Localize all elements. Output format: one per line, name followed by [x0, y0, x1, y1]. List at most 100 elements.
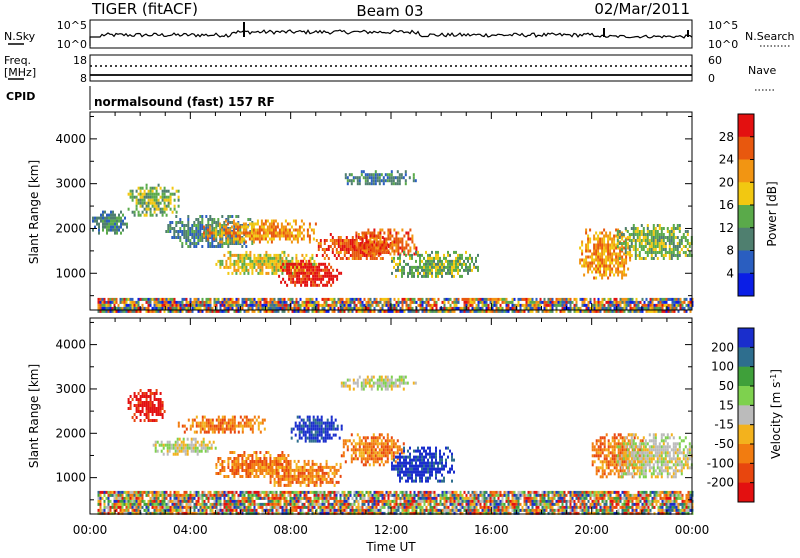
data-cell	[440, 503, 442, 506]
data-cell	[166, 494, 168, 497]
data-cell	[160, 491, 162, 494]
data-cell	[374, 506, 376, 509]
data-cell	[178, 497, 180, 500]
data-cell	[352, 301, 354, 304]
data-cell	[584, 298, 586, 301]
data-cell	[348, 245, 350, 248]
data-cell	[168, 298, 170, 301]
data-cell	[102, 214, 104, 217]
data-cell	[248, 506, 250, 509]
data-cell	[254, 304, 256, 307]
data-cell	[360, 307, 362, 310]
data-cell	[245, 257, 247, 260]
data-cell	[670, 298, 672, 301]
data-cell	[413, 173, 415, 176]
data-cell	[478, 304, 480, 307]
data-cell	[340, 272, 342, 275]
data-cell	[442, 491, 444, 494]
data-cell	[394, 506, 396, 509]
data-cell	[286, 497, 288, 500]
data-cell	[387, 238, 389, 241]
data-cell	[601, 238, 603, 241]
data-cell	[651, 230, 653, 233]
data-cell	[160, 196, 162, 199]
data-cell	[318, 269, 320, 272]
data-cell	[162, 307, 164, 310]
data-cell	[278, 307, 280, 310]
data-cell	[98, 304, 100, 307]
data-cell	[138, 304, 140, 307]
data-cell	[102, 301, 104, 304]
data-cell	[272, 494, 274, 497]
data-cell	[210, 298, 212, 301]
data-cell	[285, 229, 287, 232]
data-cell	[154, 211, 156, 214]
data-cell	[114, 298, 116, 301]
data-cell	[568, 307, 570, 310]
data-cell	[382, 494, 384, 497]
data-cell	[330, 275, 332, 278]
data-cell	[136, 491, 138, 494]
data-cell	[263, 257, 265, 260]
data-cell	[478, 301, 480, 304]
data-cell	[312, 269, 314, 272]
data-cell	[336, 500, 338, 503]
data-cell	[152, 503, 154, 506]
data-cell	[314, 266, 316, 269]
data-cell	[202, 506, 204, 509]
data-cell	[397, 179, 399, 182]
data-cell	[524, 307, 526, 310]
data-cell	[659, 227, 661, 230]
data-cell	[311, 257, 313, 260]
data-cell	[358, 494, 360, 497]
data-cell	[148, 199, 150, 202]
data-cell	[619, 262, 621, 265]
data-cell	[354, 298, 356, 301]
data-cell	[262, 304, 264, 307]
data-cell	[214, 494, 216, 497]
data-cell	[350, 304, 352, 307]
data-cell	[309, 241, 311, 244]
data-cell	[682, 301, 684, 304]
data-cell	[307, 232, 309, 235]
data-cell	[346, 307, 348, 310]
data-cell	[370, 298, 372, 301]
data-cell	[427, 257, 429, 260]
data-cell	[613, 253, 615, 256]
data-cell	[599, 232, 601, 235]
data-cell	[347, 182, 349, 185]
data-cell	[348, 242, 350, 245]
data-cell	[180, 500, 182, 503]
data-cell	[185, 230, 187, 233]
data-cell	[397, 247, 399, 250]
data-cell	[98, 226, 100, 229]
data-cell	[243, 232, 245, 235]
data-cell	[410, 491, 412, 494]
data-cell	[318, 275, 320, 278]
data-cell	[468, 491, 470, 494]
data-cell	[457, 266, 459, 269]
data-cell	[648, 304, 650, 307]
data-cell	[112, 506, 114, 509]
data-cell	[328, 248, 330, 251]
data-cell	[303, 235, 305, 238]
data-cell	[166, 503, 168, 506]
data-cell	[206, 509, 208, 512]
data-cell	[369, 244, 371, 247]
data-cell	[209, 229, 211, 232]
data-cell	[204, 307, 206, 310]
data-cell	[266, 494, 268, 497]
data-cell	[156, 301, 158, 304]
data-cell	[621, 256, 623, 259]
data-cell	[338, 500, 340, 503]
data-cell	[380, 491, 382, 494]
data-cell	[657, 239, 659, 242]
data-cell	[292, 278, 294, 281]
data-cell	[150, 298, 152, 301]
data-cell	[150, 190, 152, 193]
data-cell	[332, 307, 334, 310]
data-cell	[412, 509, 414, 512]
data-cell	[611, 247, 613, 250]
data-cell	[677, 236, 679, 239]
data-cell	[182, 304, 184, 307]
